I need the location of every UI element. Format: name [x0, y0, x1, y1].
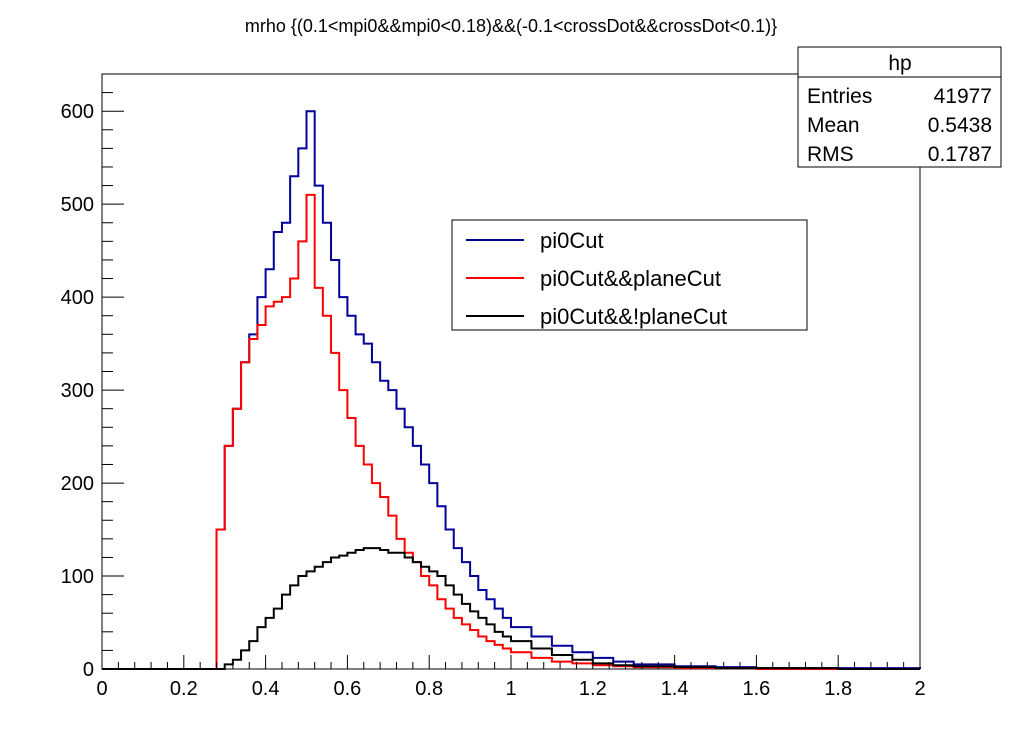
series-line-1: [102, 193, 920, 670]
y-tick-label: 100: [61, 566, 94, 588]
axes-layer: 0 0.2 0.4 0.6 0.8 1 1.2 1.4 1.6 1.8 2 0 100 200 300 400…: [61, 73, 926, 700]
stats-label: Entries: [807, 85, 872, 108]
series-line-0: [102, 110, 921, 670]
y-tick-label: 0: [83, 659, 94, 681]
x-tick-label: 1.4: [661, 678, 689, 700]
y-tick-label: 400: [61, 287, 94, 309]
series-layer: [102, 110, 921, 670]
x-tick-label: 0.2: [170, 678, 198, 700]
x-tick-label: 0.4: [252, 678, 280, 700]
y-tick-label: 300: [61, 380, 94, 402]
legend-label: pi0Cut: [540, 228, 604, 253]
x-tick-label: 1.2: [579, 678, 607, 700]
x-tick-label: 0.6: [333, 678, 361, 700]
x-tick-label: 1.6: [742, 678, 770, 700]
y-tick-label: 200: [61, 473, 94, 495]
legend-label: pi0Cut&&planeCut: [540, 266, 721, 291]
stats-value: 0.5438: [928, 114, 992, 137]
series-line-2: [102, 547, 920, 670]
legend: pi0Cut pi0Cut&&planeCut pi0Cut&&!planeCut: [451, 219, 808, 331]
stats-value: 0.1787: [928, 143, 992, 166]
stats-label: RMS: [807, 143, 854, 166]
x-tick-label: 0: [96, 678, 107, 700]
stats-label: Mean: [807, 114, 860, 137]
x-tick-label: 1.8: [824, 678, 852, 700]
stats-box-frame: [797, 46, 1002, 168]
legend-box: [451, 219, 808, 331]
chart-title: mrho {(0.1<mpi0&&mpi0<0.18)&&(-0.1<cross…: [245, 16, 777, 36]
legend-label: pi0Cut&&!planeCut: [540, 304, 727, 329]
stats-box: hp Entries 41977 Mean 0.5438 RMS 0.1787: [797, 46, 1002, 168]
x-tick-label: 2: [914, 678, 925, 700]
stats-box-title: hp: [888, 52, 911, 75]
y-tick-label: 600: [61, 101, 94, 123]
y-tick-label: 500: [61, 194, 94, 216]
x-tick-label: 0.8: [415, 678, 443, 700]
stats-value: 41977: [934, 85, 992, 108]
x-tick-label: 1: [505, 678, 516, 700]
